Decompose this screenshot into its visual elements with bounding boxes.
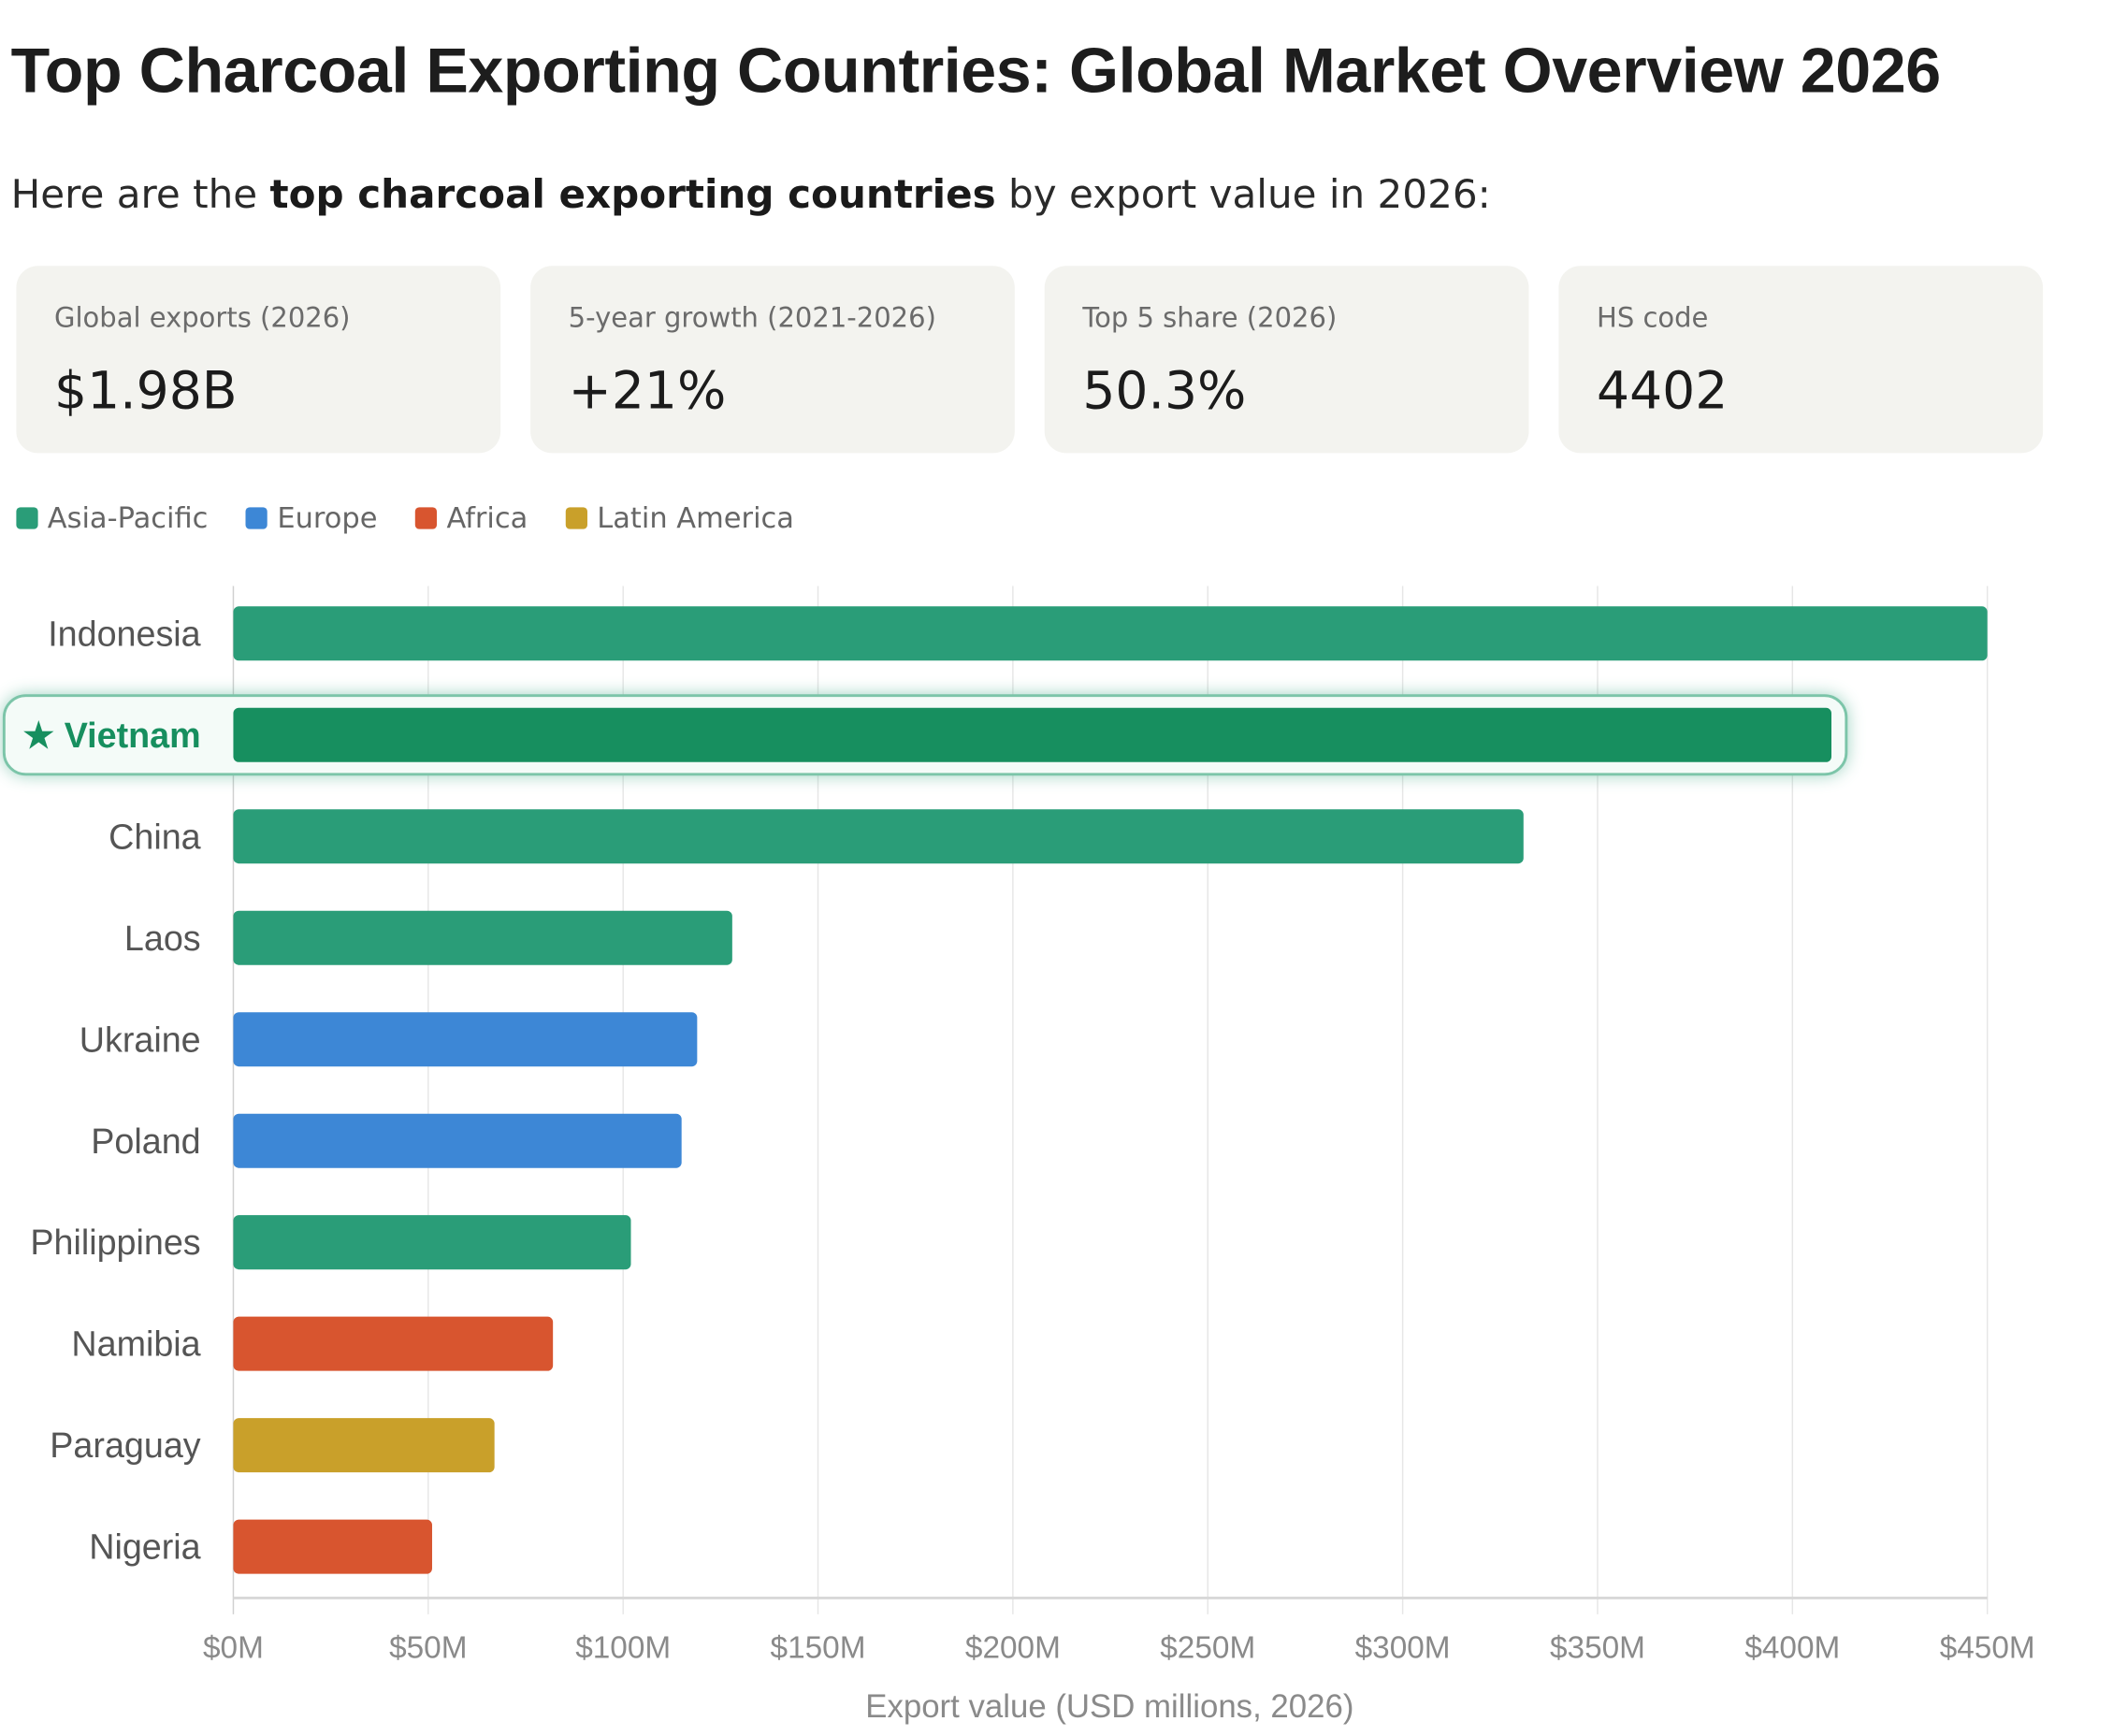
bar-paraguay bbox=[233, 1418, 495, 1473]
legend-item-africa: Africa bbox=[415, 501, 528, 535]
x-tick-label: $400M bbox=[1744, 1630, 1840, 1665]
x-tick-label: $300M bbox=[1355, 1630, 1451, 1665]
legend-swatch bbox=[246, 507, 268, 529]
category-label: Namibia bbox=[71, 1324, 200, 1364]
stat-value: $1.98B bbox=[54, 360, 238, 421]
stat-value: 50.3% bbox=[1082, 360, 1247, 421]
legend-label: Latin America bbox=[597, 501, 794, 535]
legend-label: Europe bbox=[277, 501, 378, 535]
bar-philippines bbox=[233, 1215, 631, 1270]
x-tick-label: $100M bbox=[575, 1630, 671, 1665]
bar-ukraine bbox=[233, 1012, 698, 1067]
intro-before: Here are the bbox=[10, 170, 270, 218]
x-tick-label: $200M bbox=[965, 1630, 1061, 1665]
legend-label: Africa bbox=[446, 501, 528, 535]
legend-swatch bbox=[565, 507, 588, 529]
x-tick-label: $150M bbox=[771, 1630, 866, 1665]
stat-label: Top 5 share (2026) bbox=[1082, 300, 1338, 334]
legend-item-asia-pacific: Asia-Pacific bbox=[16, 501, 209, 535]
x-tick-label: $450M bbox=[1940, 1630, 2035, 1665]
page-title: Top Charcoal Exporting Countries: Global… bbox=[10, 34, 1942, 107]
intro-text: Here are the top charcoal exporting coun… bbox=[11, 171, 1491, 217]
stat-label: Global exports (2026) bbox=[54, 300, 351, 334]
stat-card-top5-share: Top 5 share (2026) 50.3% bbox=[1044, 266, 1529, 454]
category-label: Ukraine bbox=[80, 1020, 201, 1059]
bar-nigeria bbox=[233, 1519, 432, 1574]
x-axis-title: Export value (USD millions, 2026) bbox=[865, 1688, 1353, 1725]
legend-label: Asia-Pacific bbox=[47, 501, 209, 535]
x-tick-label: $50M bbox=[389, 1630, 467, 1665]
stat-cards: Global exports (2026) $1.98B 5-year growt… bbox=[16, 266, 2044, 454]
stat-value: +21% bbox=[568, 360, 727, 421]
bar-laos bbox=[233, 910, 732, 965]
x-tick-label: $0M bbox=[203, 1630, 264, 1665]
stat-label: 5-year growth (2021-2026) bbox=[568, 300, 936, 334]
category-label: Laos bbox=[124, 919, 201, 958]
bar-china bbox=[233, 809, 1524, 864]
category-label: China bbox=[109, 817, 201, 856]
stat-label: HS code bbox=[1597, 300, 1709, 334]
category-label: Nigeria bbox=[89, 1527, 200, 1567]
category-label: Poland bbox=[91, 1121, 200, 1161]
x-tick-label: $250M bbox=[1160, 1630, 1255, 1665]
stat-card-global-exports: Global exports (2026) $1.98B bbox=[16, 266, 501, 454]
legend-swatch bbox=[415, 507, 438, 529]
stat-value: 4402 bbox=[1597, 360, 1729, 421]
stat-card-growth: 5-year growth (2021-2026) +21% bbox=[530, 266, 1015, 454]
bar-poland bbox=[233, 1113, 682, 1168]
category-label: Indonesia bbox=[48, 614, 200, 653]
legend-item-europe: Europe bbox=[246, 501, 378, 535]
legend-item-latin-america: Latin America bbox=[565, 501, 794, 535]
intro-after: by export value in 2026: bbox=[995, 170, 1491, 218]
stat-card-hs-code: HS code 4402 bbox=[1558, 266, 2044, 454]
bar-vietnam bbox=[233, 707, 1832, 762]
intro-bold: top charcoal exporting countries bbox=[269, 170, 996, 218]
category-label: ★ Vietnam bbox=[22, 716, 200, 755]
bar-indonesia bbox=[233, 606, 1988, 661]
category-label: Philippines bbox=[30, 1222, 200, 1262]
chart-legend: Asia-Pacific Europe Africa Latin America bbox=[16, 501, 794, 535]
x-tick-label: $350M bbox=[1550, 1630, 1645, 1665]
legend-swatch bbox=[16, 507, 38, 529]
category-label: Paraguay bbox=[50, 1425, 200, 1465]
bar-namibia bbox=[233, 1316, 554, 1371]
